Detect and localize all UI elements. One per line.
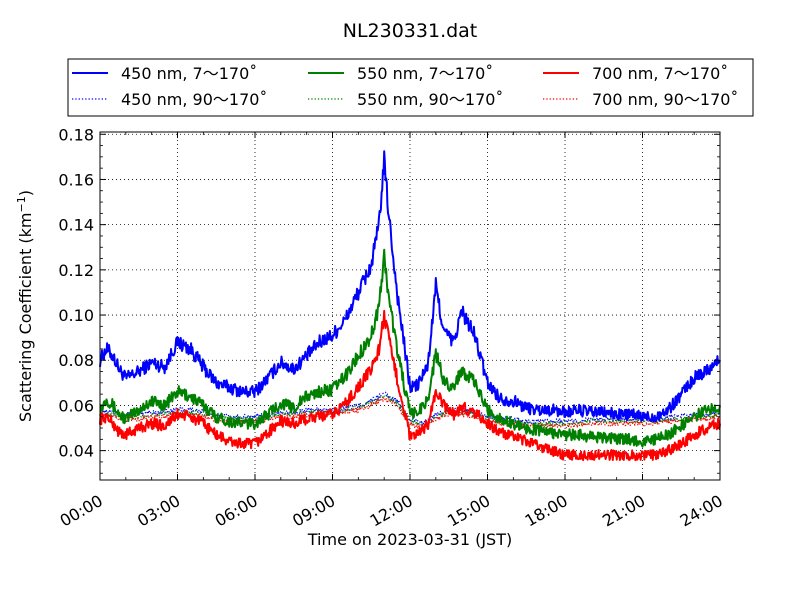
series-line	[99, 248, 721, 448]
x-axis-label: Time on 2023-03-31 (JST)	[307, 530, 512, 549]
series-line	[99, 309, 721, 462]
legend-label: 550 nm, 7～170˚	[357, 64, 493, 83]
grid	[100, 132, 720, 480]
x-tick-label: 03:00	[134, 491, 183, 531]
y-axis-label-close: )	[16, 190, 35, 196]
x-tick-label: 06:00	[212, 491, 261, 531]
plot-lines	[99, 150, 721, 462]
y-tick-label: 0.10	[58, 306, 94, 325]
y-tick-label: 0.06	[58, 396, 94, 415]
chart-title: NL230331.dat	[343, 20, 478, 42]
legend-label: 450 nm, 7～170˚	[121, 64, 257, 83]
y-tick-label: 0.18	[58, 125, 94, 144]
x-tick-label: 09:00	[289, 491, 338, 531]
x-tick-label: 15:00	[444, 491, 493, 531]
x-tick-label: 12:00	[367, 491, 416, 531]
y-tick-label: 0.12	[58, 261, 94, 280]
legend-label: 700 nm, 7～170˚	[592, 64, 728, 83]
y-axis-label-main: Scattering Coefficient (km	[16, 212, 35, 422]
y-tick-label: 0.08	[58, 351, 94, 370]
series-line	[99, 394, 721, 429]
y-axis-label-superscript: −1	[15, 196, 28, 212]
ticks: 00:00 03:00 06:00 09:00 12:00 15:00 18:00 21:00…	[57, 125, 726, 530]
y-tick-label: 0.14	[58, 216, 94, 235]
x-tick-label: 21:00	[599, 491, 648, 531]
y-tick-label: 0.16	[58, 170, 94, 189]
x-tick-label: 24:00	[677, 491, 726, 531]
x-tick-label: 00:00	[57, 491, 106, 531]
y-tick-label: 0.04	[58, 442, 94, 461]
y-axis-label: Scattering Coefficient (km−1)	[15, 190, 35, 422]
legend-label: 550 nm, 90～170˚	[357, 90, 503, 109]
legend-label: 450 nm, 90～170˚	[121, 90, 267, 109]
legend: 450 nm, 7～170˚ 450 nm, 90～170˚ 550 nm, 7～1…	[67, 58, 754, 117]
x-tick-label: 18:00	[522, 491, 571, 531]
series-line	[99, 150, 721, 423]
legend-label: 700 nm, 90～170˚	[592, 90, 738, 109]
legend-frame	[67, 58, 754, 117]
